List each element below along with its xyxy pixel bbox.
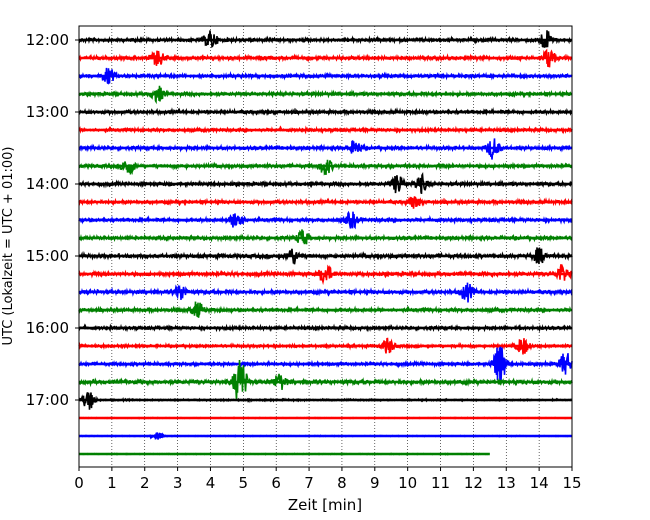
y-tick-label: 17:00 [26,391,69,409]
y-tick-label: 13:00 [26,103,69,121]
x-tick-label: 4 [206,474,216,492]
x-tick-label: 6 [271,474,281,492]
x-tick-label: 9 [370,474,380,492]
y-axis-ticks: 12:00 13:00 14:00 15:00 16:00 17:00 [26,31,79,409]
y-tick-label: 15:00 [26,247,69,265]
y-tick-label: 14:00 [26,175,69,193]
seismogram-trace [78,229,573,245]
x-tick-label: 3 [173,474,183,492]
x-tick-label: 13 [497,474,516,492]
x-tick-label: 2 [140,474,150,492]
x-axis-label: Zeit [min] [288,496,362,514]
seismogram-traces [78,30,573,456]
x-tick-label: 15 [562,474,581,492]
x-tick-label: 12 [464,474,483,492]
y-axis-label: UTC (Lokalzeit = UTC + 01:00) [1,147,16,346]
plot-frame [78,25,573,468]
seismogram-trace [78,346,573,384]
y-tick-label: 12:00 [26,31,69,49]
x-tick-label: 5 [239,474,249,492]
y-tick-label: 16:00 [26,319,69,337]
x-tick-label: 8 [337,474,347,492]
x-tick-label: 11 [431,474,450,492]
x-tick-label: 7 [304,474,314,492]
x-tick-label: 1 [107,474,117,492]
x-axis-ticks: 0 1 2 3 4 5 6 7 8 9 10 11 12 13 14 15 [74,467,582,492]
x-tick-label: 14 [530,474,549,492]
x-tick-label: 0 [74,474,84,492]
seismogram-trace [78,159,573,176]
x-tick-label: 10 [398,474,417,492]
